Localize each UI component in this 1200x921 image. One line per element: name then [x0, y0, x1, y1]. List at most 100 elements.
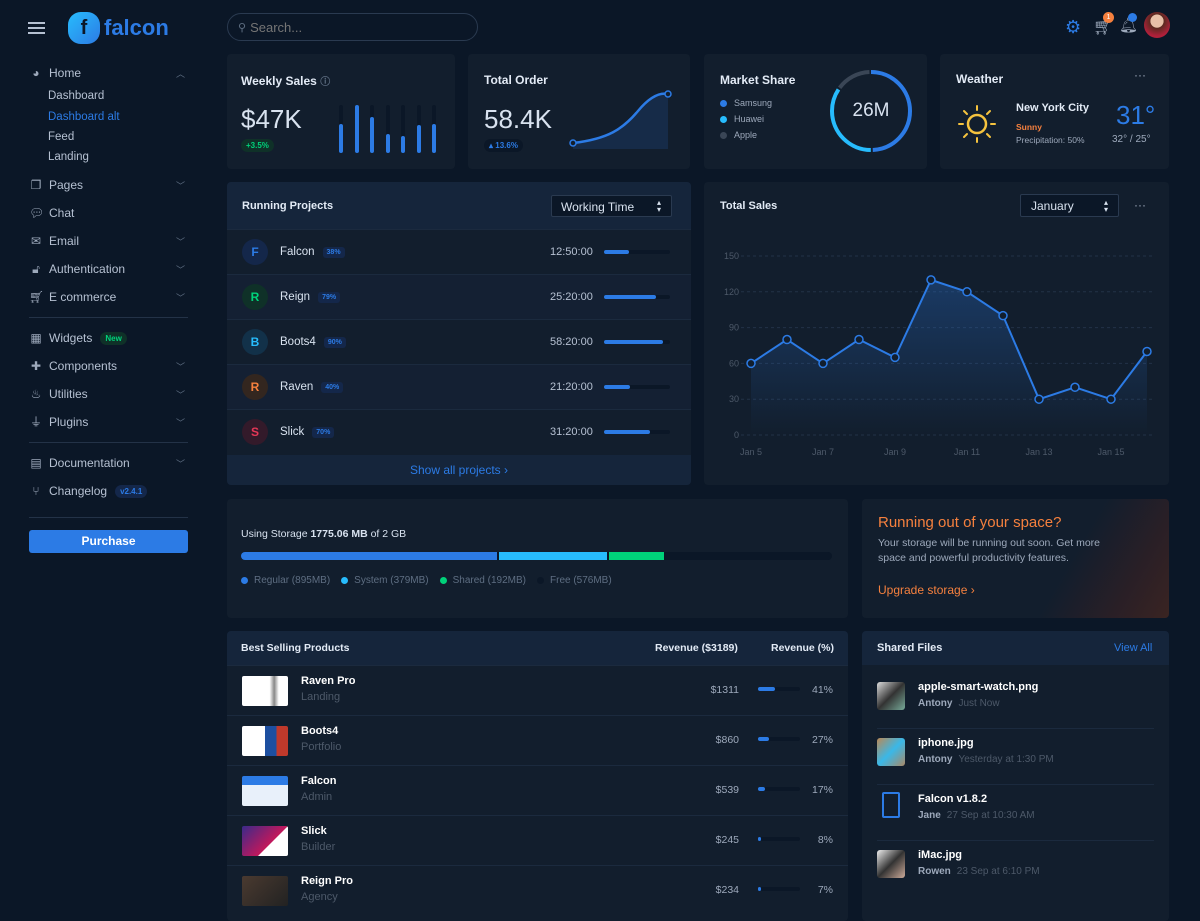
sidebar-item-chat[interactable]: 💬︎ Chat: [29, 206, 75, 220]
sales-point[interactable]: [1070, 382, 1080, 393]
sidebar-subitem-dashboard-alt[interactable]: Dashboard alt: [48, 111, 120, 123]
project-row[interactable]: R Raven 40% 21:20:00: [227, 364, 691, 409]
sidebar-subitem-feed[interactable]: Feed: [48, 131, 75, 143]
product-name[interactable]: Reign Pro: [301, 875, 353, 887]
file-name[interactable]: apple-smart-watch.png: [918, 681, 1039, 693]
sidebar-subitem-landing[interactable]: Landing: [48, 151, 89, 163]
file-name[interactable]: Falcon v1.8.2: [918, 793, 988, 805]
project-name[interactable]: Boots4: [280, 336, 316, 348]
sidebar-item-components[interactable]: ✚ Components ﹀: [30, 359, 185, 373]
weekly-bar: [370, 117, 374, 153]
notification-bell-icon[interactable]: 🔔︎: [1119, 13, 1138, 34]
sidebar-item-plugins[interactable]: ⏚ Plugins ﹀: [29, 415, 185, 429]
sidebar-item-documentation[interactable]: ▤ Documentation ﹀: [30, 456, 185, 470]
sidebar-item-widgets[interactable]: ▦ Widgets New: [29, 328, 189, 348]
project-name[interactable]: Slick: [280, 426, 305, 438]
sales-point[interactable]: [1142, 346, 1152, 357]
select-arrows-icon: ▴ ▾: [1103, 198, 1108, 214]
file-name[interactable]: iMac.jpg: [918, 849, 963, 861]
sidebar-item-home[interactable]: ◕ Home ︿: [29, 63, 189, 83]
product-revenue-pct: 7%: [817, 884, 833, 896]
more-options-icon[interactable]: ···: [1134, 68, 1146, 82]
sales-point[interactable]: [818, 358, 828, 369]
user-avatar[interactable]: [1144, 12, 1170, 38]
revenue-column-header[interactable]: Revenue ($3189): [655, 642, 738, 654]
project-percent-badge: 40%: [321, 381, 344, 393]
purchase-button[interactable]: Purchase: [29, 530, 188, 553]
sales-point[interactable]: [998, 310, 1008, 321]
product-row[interactable]: Slick Builder $245 8%: [227, 815, 848, 865]
cart-icon[interactable]: 🛒︎ 1: [1093, 12, 1114, 36]
product-revenue: $234: [715, 884, 739, 896]
file-row[interactable]: apple-smart-watch.png Antony Just Now: [877, 673, 1154, 729]
weekly-bar: [354, 105, 359, 153]
product-name[interactable]: Boots4: [301, 725, 339, 737]
file-name[interactable]: iphone.jpg: [918, 737, 974, 749]
month-select[interactable]: January ▴ ▾: [1020, 194, 1119, 217]
sales-point[interactable]: [926, 275, 936, 285]
pie-chart-icon: ◕: [32, 66, 40, 80]
sidebar-subitem-dashboard[interactable]: Dashboard: [48, 90, 105, 102]
weekly-sales-card: Weekly Sales ⓘ $47K +3.5%: [227, 54, 455, 169]
weekly-sales-change: +3.5%: [241, 139, 274, 152]
product-name[interactable]: Slick: [301, 825, 327, 837]
product-revenue: $1311: [710, 684, 739, 696]
sales-point[interactable]: [962, 287, 972, 297]
product-category: Portfolio: [301, 741, 342, 753]
book-icon: ▤: [30, 456, 42, 470]
settings-icon[interactable]: ⚙: [1065, 17, 1082, 37]
project-row[interactable]: B Boots4 90% 58:20:00: [227, 319, 691, 364]
sidebar-item-utilities[interactable]: ♨ Utilities ﹀: [30, 387, 185, 401]
project-progress: [604, 340, 670, 344]
sidebar-item-authentication[interactable]: 🔓︎ Authentication ﹀: [29, 259, 189, 279]
project-row[interactable]: S Slick 70% 31:20:00: [227, 409, 691, 454]
product-row[interactable]: Falcon Admin $539 17%: [227, 765, 848, 815]
sales-point[interactable]: [1034, 394, 1044, 404]
chevron-down-icon: ﹀: [175, 264, 185, 275]
zip-file-icon: [882, 792, 900, 818]
weekly-bar-track: [385, 105, 390, 153]
search-box[interactable]: ⚲: [227, 13, 478, 41]
file-row[interactable]: iphone.jpg Antony Yesterday at 1:30 PM: [877, 729, 1154, 785]
product-row[interactable]: Reign Pro Agency $234 7%: [227, 865, 848, 915]
view-all-link[interactable]: View All: [1114, 642, 1153, 654]
show-all-projects-link[interactable]: Show all projects ›: [409, 463, 509, 477]
project-percent-badge: 90%: [323, 336, 346, 348]
brand-logo[interactable]: f falcon: [68, 12, 169, 44]
x-tick-label: Jan 9: [884, 447, 906, 457]
sales-point[interactable]: [1106, 394, 1116, 404]
project-name[interactable]: Raven: [280, 381, 314, 393]
cart-count-badge: 1: [1103, 12, 1114, 23]
project-name[interactable]: Falcon: [280, 246, 315, 258]
sidebar-item-email[interactable]: ✉ Email ﹀: [30, 234, 185, 248]
working-time-select[interactable]: Working Time ▴ ▾: [551, 195, 672, 217]
product-name[interactable]: Falcon: [301, 775, 337, 787]
revenue-progress-fill: [758, 737, 770, 741]
sales-point[interactable]: [890, 352, 900, 363]
sidebar-item-changelog[interactable]: ⑂ Changelog v2.4.1: [29, 481, 189, 501]
sales-point[interactable]: [746, 358, 756, 369]
file-thumbnail: [877, 738, 905, 766]
legend-item-apple: Apple: [720, 130, 757, 140]
product-name[interactable]: Raven Pro: [301, 675, 356, 687]
sidebar-item-pages[interactable]: ❐ Pages ﹀: [30, 178, 185, 192]
product-row[interactable]: Boots4 Portfolio $860 27%: [227, 715, 848, 765]
file-row[interactable]: iMac.jpg Rowen 23 Sep at 6:10 PM: [877, 841, 1154, 897]
file-user: Antony: [918, 698, 953, 709]
total-sales-chart: 0 30 60 90 120 150 Jan 5 Jan 7 Jan 9 Jan 11 Jan 13…: [724, 251, 1152, 457]
project-row[interactable]: R Reign 79% 25:20:00: [227, 274, 691, 319]
sales-point[interactable]: [854, 334, 864, 345]
project-row[interactable]: F Falcon 38% 12:50:00: [227, 229, 691, 274]
product-row[interactable]: Raven Pro Landing $1311 41%: [227, 665, 848, 715]
more-options-icon[interactable]: ···: [1134, 198, 1146, 212]
project-name[interactable]: Reign: [280, 291, 311, 303]
info-icon[interactable]: ⓘ: [320, 77, 331, 88]
file-row[interactable]: Falcon v1.8.2 Jane 27 Sep at 10:30 AM: [877, 785, 1154, 841]
revenue-pct-column-header[interactable]: Revenue (%): [771, 642, 835, 654]
sales-point[interactable]: [782, 334, 792, 345]
file-time: Yesterday at 1:30 PM: [958, 754, 1054, 765]
search-input[interactable]: [250, 19, 451, 35]
sidebar-item-e-commerce[interactable]: 🛒︎ E commerce ﹀: [29, 290, 185, 304]
menu-toggle[interactable]: [28, 22, 45, 34]
upgrade-storage-link[interactable]: Upgrade storage ›: [878, 583, 975, 597]
